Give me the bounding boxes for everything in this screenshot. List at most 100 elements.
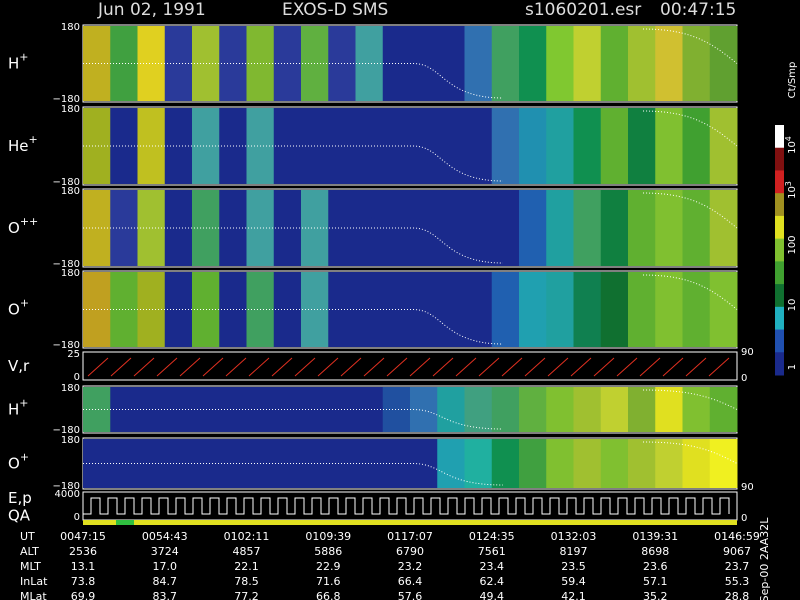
- spectrogram-column: [546, 439, 574, 488]
- colorbar-base: 100: [787, 235, 798, 254]
- colorbar-segment: [775, 215, 784, 240]
- spectrogram-column: [546, 190, 574, 266]
- spectrogram-column: [600, 439, 629, 488]
- spectrogram-column: [110, 387, 138, 432]
- row-value: 42.1: [561, 590, 586, 600]
- spectrogram-column: [546, 272, 574, 347]
- colorbar-base: 1: [787, 364, 798, 370]
- spectrogram-column: [410, 108, 438, 184]
- row-value: 66.4: [398, 575, 423, 588]
- spectrogram-column: [410, 272, 438, 347]
- spectrogram-column: [164, 108, 193, 184]
- qa-bar: [83, 520, 737, 525]
- spectrogram-column: [600, 26, 629, 101]
- spectrogram-column: [382, 439, 411, 488]
- spectrogram-column: [437, 387, 465, 432]
- spectrogram-column: [83, 439, 111, 488]
- spectrogram-column: [655, 439, 683, 488]
- row-value: 57.1: [643, 575, 668, 588]
- row-value: 0132:03: [551, 530, 597, 543]
- row-value: 0054:43: [142, 530, 188, 543]
- row-value: 6790: [396, 545, 424, 558]
- pitch-curve: [83, 28, 738, 99]
- spectrogram-column: [137, 190, 166, 266]
- colorbar-label: 103: [784, 181, 799, 199]
- spectrogram-column: [491, 108, 520, 184]
- row-value: 0102:11: [224, 530, 270, 543]
- row-value: 23.6: [643, 560, 668, 573]
- spectrogram-column: [464, 108, 493, 184]
- spectrogram-column: [491, 387, 520, 432]
- spectrogram-column: [355, 272, 384, 347]
- spectrogram-column: [573, 272, 602, 347]
- spectrogram-column: [709, 387, 738, 432]
- spectrogram-column: [573, 439, 602, 488]
- colorbar-segment: [775, 352, 784, 376]
- spectrogram-column: [437, 190, 465, 266]
- tick-label: −180: [53, 259, 80, 270]
- row-value: 13.1: [71, 560, 96, 573]
- energy-steps: [83, 497, 730, 515]
- spectrogram-column: [628, 26, 656, 101]
- tick-label: 0: [741, 513, 747, 524]
- label-text: He: [8, 137, 29, 155]
- row-name: UT: [20, 530, 35, 543]
- row-value: 4857: [233, 545, 261, 558]
- row-value: 73.8: [71, 575, 96, 588]
- colorbar-segment: [775, 261, 784, 285]
- instrument: EXOS-D SMS: [282, 0, 388, 20]
- spectrogram-column: [519, 387, 547, 432]
- spectrogram-column: [682, 439, 711, 488]
- panel-label: O+: [8, 451, 29, 473]
- colorbar-segment: [775, 125, 784, 149]
- file: s1060201.esr: [525, 0, 641, 20]
- panel-label: V,r: [8, 357, 30, 375]
- spectrogram-column: [110, 272, 138, 347]
- spectrogram-column: [573, 26, 602, 101]
- colorbar-base: 10: [787, 141, 798, 154]
- row-value: 59.4: [561, 575, 586, 588]
- spectrogram-column: [83, 272, 111, 347]
- spectrogram-column: [382, 26, 411, 101]
- row-value: 0109:39: [305, 530, 351, 543]
- tick-label: −180: [53, 177, 80, 188]
- panel-label: H+: [8, 397, 29, 419]
- spectrogram-column: [382, 190, 411, 266]
- panel-label: H+: [8, 51, 29, 73]
- row-value: 7561: [478, 545, 506, 558]
- row-value: 23.7: [725, 560, 750, 573]
- date: Jun 02, 1991: [97, 0, 206, 20]
- row-value: 0139:31: [632, 530, 678, 543]
- spectrogram-column: [437, 26, 465, 101]
- spectrogram-column: [600, 108, 629, 184]
- spectrogram-column: [464, 190, 493, 266]
- spectrogram-column: [519, 439, 547, 488]
- panel-label: QA: [8, 507, 31, 525]
- row-value: 8698: [641, 545, 669, 558]
- label-text: O: [8, 454, 20, 472]
- spectrogram-column: [546, 387, 574, 432]
- row-value: 23.4: [480, 560, 505, 573]
- spectrogram-column: [382, 387, 411, 432]
- spectrogram-column: [655, 272, 683, 347]
- colorbar-label: 104: [784, 136, 799, 154]
- spectrogram-column: [655, 108, 683, 184]
- spectrogram-column: [164, 272, 193, 347]
- label-text: E,p: [8, 489, 32, 507]
- spectrogram-column: [573, 387, 602, 432]
- row-value: 84.7: [153, 575, 178, 588]
- row-name: InLat: [20, 575, 48, 588]
- row-value: 22.1: [234, 560, 259, 573]
- row-value: 35.2: [643, 590, 668, 600]
- spectrogram-column: [464, 387, 493, 432]
- colorbar-segment: [775, 147, 784, 171]
- spectrogram-column: [382, 108, 411, 184]
- tick-label: 180: [61, 435, 80, 446]
- pitch-curve: [83, 274, 738, 345]
- spectrogram-column: [491, 26, 520, 101]
- row-value: 62.4: [480, 575, 505, 588]
- colorbar-sup: 3: [784, 181, 793, 186]
- spectrogram-column: [491, 439, 520, 488]
- tick-label: 90: [741, 347, 754, 358]
- spectrogram-column: [355, 190, 384, 266]
